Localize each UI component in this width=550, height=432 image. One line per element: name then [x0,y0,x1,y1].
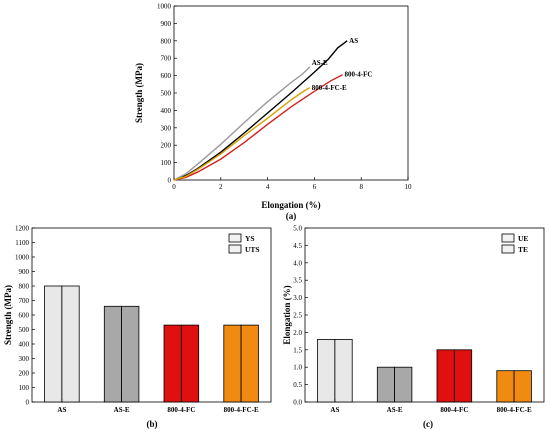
x-tick-label: AS-E [114,406,130,414]
y-tick-label: 2.0 [293,329,302,337]
y-tick-label: 1100 [15,239,29,247]
legend-label: YS [245,234,255,243]
bar-uts-800-4-fc [180,324,200,403]
x-axis-label: Elongation (%) [261,200,320,210]
y-tick-label: 700 [19,297,30,305]
series-line-as-e [173,66,311,181]
y-tick-label: 500 [19,326,30,334]
line-chart [173,5,409,181]
legend-label: UTS [245,245,260,254]
y-tick-label: 1.0 [293,364,302,372]
x-tick-label: 2 [219,183,223,191]
bar-te-as [334,338,353,403]
y-tick-label: 0 [168,177,172,185]
y-tick-label: 900 [19,268,30,276]
x-tick-label: 800-4-FC-E [497,406,532,414]
y-axis-label: Elongation (%) [282,285,292,344]
y-tick-label: 300 [161,124,172,132]
legend-swatch [501,244,515,254]
series-line-as [173,40,348,181]
y-tick-label: 1000 [15,254,30,262]
bar-te-800-4-fc-e [513,370,532,403]
legend [228,233,242,254]
y-tick-label: 3.5 [293,277,302,285]
y-tick-label: 400 [161,107,172,115]
bar-ue-800-4-fc-e [496,370,515,403]
legend [501,233,515,254]
y-tick-label: 3.0 [293,294,302,302]
y-tick-label: 300 [19,355,30,363]
y-tick-label: 4.5 [293,242,302,250]
y-tick-label: 800 [19,283,30,291]
bar-chart-2 [304,227,545,403]
series-line-800-4-fc [173,74,343,181]
x-tick-label: 6 [313,183,317,191]
legend-swatch [228,244,242,254]
y-tick-label: 600 [19,312,30,320]
x-tick-label: 800-4-FC [440,406,468,414]
x-tick-label: 800-4-FC-E [224,406,259,414]
bar-te-800-4-fc [453,349,473,403]
legend-label: TE [518,245,528,254]
bar-te-as-e [394,366,413,403]
bar-ys-as-e [103,305,123,403]
y-axis-label: Strength (MPa) [3,285,13,345]
bar-ys-as [44,285,63,403]
panel-label: (b) [147,419,158,429]
bar-ue-as [317,338,336,403]
bar-uts-as-e [121,305,140,403]
x-tick-label: 800-4-FC [167,406,195,414]
y-tick-label: 600 [161,72,172,80]
y-tick-label: 500 [161,90,172,98]
y-tick-label: 100 [19,384,30,392]
y-tick-label: 200 [19,370,30,378]
y-tick-label: 5.0 [293,225,302,233]
y-tick-label: 2.5 [293,312,302,320]
y-tick-label: 700 [161,55,172,63]
series-line-800-4-fc-e [173,87,311,181]
bar-uts-800-4-fc-e [240,324,259,403]
y-axis-label: Strength (MPa) [134,63,144,123]
series-label: 800-4-FC-E [312,84,347,92]
x-tick-label: 8 [359,183,363,191]
y-tick-label: 0.5 [293,381,302,389]
y-tick-label: 400 [19,341,30,349]
legend-swatch [501,233,515,243]
legend-label: UE [518,234,528,243]
bar-ue-as-e [376,366,395,403]
y-tick-label: 100 [161,159,172,167]
series-label: AS [349,37,358,45]
y-tick-label: 1.5 [293,346,302,354]
legend-swatch [228,233,242,243]
y-tick-label: 1200 [15,225,30,233]
series-label: AS-E [312,59,328,67]
bar-ys-800-4-fc-e [223,324,242,403]
bar-chart-1 [31,227,272,403]
bar-ys-800-4-fc [163,324,182,403]
series-label: 800-4-FC [344,71,372,79]
bar-uts-as [61,285,80,403]
y-tick-label: 1000 [157,3,172,11]
y-tick-label: 0 [26,399,30,407]
x-tick-label: 10 [405,183,413,191]
y-tick-label: 800 [161,37,172,45]
y-tick-label: 4.0 [293,259,302,267]
x-tick-label: AS [330,406,339,414]
x-tick-label: 0 [172,183,176,191]
x-tick-label: 4 [266,183,270,191]
panel-label: (c) [423,419,433,429]
x-tick-label: AS-E [387,406,403,414]
bar-ue-800-4-fc [436,349,455,403]
panel-label: (a) [286,211,297,221]
y-tick-label: 0.0 [293,399,302,407]
y-tick-label: 200 [161,142,172,150]
x-tick-label: AS [57,406,66,414]
y-tick-label: 900 [161,20,172,28]
